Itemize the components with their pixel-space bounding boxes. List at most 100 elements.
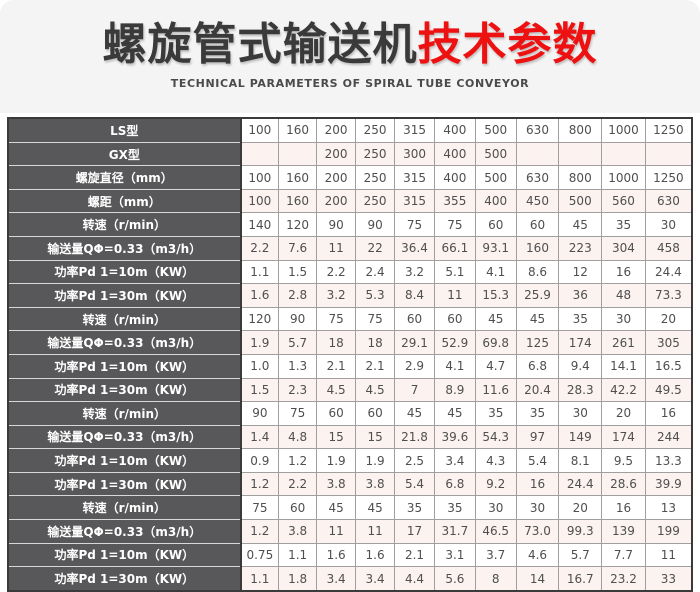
value-cell: 315 bbox=[394, 188, 435, 214]
value-cell: 149 bbox=[558, 424, 603, 450]
value-cell: 3.1 bbox=[433, 542, 476, 568]
value-cell bbox=[240, 141, 280, 167]
value-cell: 39.6 bbox=[433, 424, 476, 450]
value-cell: 5.7 bbox=[278, 330, 318, 355]
value-cell: 11 bbox=[644, 542, 693, 568]
value-cell: 250 bbox=[355, 188, 396, 214]
table-row: 输送量QΦ=0.33（m3/h） 1.9 5.7 18 18 29.1 52.9 69.8 12… bbox=[8, 330, 693, 355]
value-cell: 1.3 bbox=[278, 353, 318, 379]
table-wrapper: LS型 100 160 200 250 315 400 500 630 800 1000 1250 GX… bbox=[0, 113, 700, 592]
value-cell: 18 bbox=[355, 330, 396, 355]
value-cell: 2.1 bbox=[355, 353, 396, 379]
table-row: LS型 100 160 200 250 315 400 500 630 800 1000 1250 bbox=[8, 117, 693, 143]
value-cell: 7.7 bbox=[601, 542, 646, 568]
value-cell: 16 bbox=[601, 259, 646, 285]
value-cell: 5.6 bbox=[433, 566, 476, 592]
value-cell: 20 bbox=[644, 306, 693, 332]
value-cell: 1250 bbox=[644, 165, 693, 190]
table-row: 功率Pd 1=30m（KW） 1.6 2.8 3.2 5.3 8.4 11 15.3 25.9 3… bbox=[8, 283, 693, 308]
value-cell: 9.5 bbox=[601, 448, 646, 473]
row-label: 功率Pd 1=30m（KW） bbox=[8, 283, 242, 308]
row-label: GX型 bbox=[8, 141, 242, 167]
value-cell: 30 bbox=[474, 495, 517, 520]
value-cell: 2.2 bbox=[240, 236, 280, 261]
value-cell: 1.8 bbox=[278, 566, 318, 592]
value-cell: 1.9 bbox=[240, 330, 280, 355]
value-cell: 28.3 bbox=[558, 377, 603, 403]
value-cell: 261 bbox=[601, 330, 646, 355]
table-row: 转速（r/min） 140 120 90 90 75 75 60 60 45 35 30 bbox=[8, 212, 693, 238]
value-cell: 160 bbox=[278, 188, 318, 214]
page-title-red: 技术参数 bbox=[417, 19, 598, 70]
table-row: 功率Pd 1=10m（KW） 0.75 1.1 1.6 1.6 2.1 3.1 3.7 4.6 5… bbox=[8, 542, 693, 568]
value-cell: 458 bbox=[644, 236, 693, 261]
value-cell: 4.1 bbox=[433, 353, 476, 379]
value-cell: 4.6 bbox=[515, 542, 560, 568]
value-cell: 22 bbox=[355, 236, 396, 261]
value-cell: 6.8 bbox=[433, 471, 476, 497]
table-row: 螺旋直径（mm） 100 160 200 250 315 400 500 630 800 1000 1… bbox=[8, 165, 693, 190]
value-cell: 120 bbox=[240, 306, 280, 332]
row-label: 功率Pd 1=30m（KW） bbox=[8, 471, 242, 497]
value-cell: 3.2 bbox=[394, 259, 435, 285]
value-cell: 90 bbox=[316, 212, 357, 238]
value-cell: 1.1 bbox=[240, 566, 280, 592]
value-cell: 5.7 bbox=[558, 542, 603, 568]
table-row: 转速（r/min） 75 60 45 45 35 35 30 30 20 16 13 bbox=[8, 495, 693, 520]
value-cell: 450 bbox=[515, 188, 560, 214]
value-cell: 3.8 bbox=[316, 471, 357, 497]
value-cell: 7 bbox=[394, 377, 435, 403]
value-cell: 250 bbox=[355, 117, 396, 143]
value-cell: 21.8 bbox=[394, 424, 435, 450]
page-header: 螺旋管式输送机技术参数 TECHNICAL PARAMETERS OF SPIR… bbox=[0, 0, 700, 113]
value-cell: 60 bbox=[394, 306, 435, 332]
value-cell: 8.6 bbox=[515, 259, 560, 285]
value-cell: 45 bbox=[394, 401, 435, 426]
row-label: 转速（r/min） bbox=[8, 212, 242, 238]
value-cell: 174 bbox=[558, 330, 603, 355]
value-cell: 73.0 bbox=[515, 518, 560, 544]
value-cell: 75 bbox=[355, 306, 396, 332]
table-row: 转速（r/min） 120 90 75 75 60 60 45 45 35 30 20 bbox=[8, 306, 693, 332]
value-cell: 30 bbox=[644, 212, 693, 238]
value-cell: 800 bbox=[558, 165, 603, 190]
value-cell: 5.4 bbox=[515, 448, 560, 473]
value-cell: 199 bbox=[644, 518, 693, 544]
value-cell: 11 bbox=[316, 518, 357, 544]
value-cell: 1.2 bbox=[240, 518, 280, 544]
value-cell: 4.7 bbox=[474, 353, 517, 379]
value-cell: 35 bbox=[474, 401, 517, 426]
value-cell: 400 bbox=[433, 165, 476, 190]
table-row: 转速（r/min） 90 75 60 60 45 45 35 35 30 20 16 bbox=[8, 401, 693, 426]
value-cell: 1.6 bbox=[316, 542, 357, 568]
value-cell: 100 bbox=[240, 165, 280, 190]
value-cell: 20 bbox=[601, 401, 646, 426]
value-cell: 35 bbox=[601, 212, 646, 238]
page-title: 螺旋管式输送机技术参数 bbox=[0, 19, 700, 70]
value-cell: 31.7 bbox=[433, 518, 476, 544]
value-cell: 3.4 bbox=[316, 566, 357, 592]
value-cell: 1.1 bbox=[240, 259, 280, 285]
value-cell: 800 bbox=[558, 117, 603, 143]
value-cell: 223 bbox=[558, 236, 603, 261]
value-cell: 2.1 bbox=[394, 542, 435, 568]
value-cell: 160 bbox=[278, 117, 318, 143]
value-cell: 300 bbox=[394, 141, 435, 167]
value-cell: 140 bbox=[240, 212, 280, 238]
value-cell: 33 bbox=[644, 566, 693, 592]
spec-table-body: LS型 100 160 200 250 315 400 500 630 800 1000 1250 GX… bbox=[8, 117, 693, 592]
value-cell: 14 bbox=[515, 566, 560, 592]
value-cell: 1.9 bbox=[355, 448, 396, 473]
value-cell: 1250 bbox=[644, 117, 693, 143]
value-cell: 2.3 bbox=[278, 377, 318, 403]
value-cell: 560 bbox=[601, 188, 646, 214]
value-cell: 36 bbox=[558, 283, 603, 308]
value-cell: 200 bbox=[316, 117, 357, 143]
table-row: 螺距（mm） 100 160 200 250 315 355 400 450 500 560 630 bbox=[8, 188, 693, 214]
value-cell: 139 bbox=[601, 518, 646, 544]
value-cell: 75 bbox=[316, 306, 357, 332]
value-cell: 400 bbox=[474, 188, 517, 214]
row-label: 功率Pd 1=30m（KW） bbox=[8, 377, 242, 403]
value-cell: 17 bbox=[394, 518, 435, 544]
value-cell: 0.9 bbox=[240, 448, 280, 473]
